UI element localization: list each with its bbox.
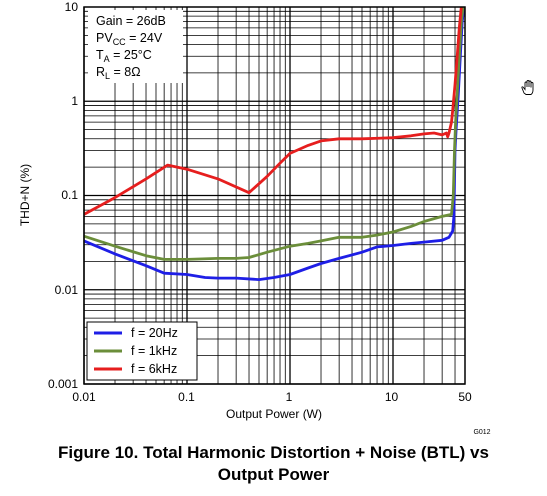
x-tick-labels: 0.01 0.1 1 10 50 [72,390,472,404]
legend-label-1khz: f = 1kHz [131,344,177,358]
figure-code: G012 [473,429,490,436]
condition-gain: Gain = 26dB [96,14,166,28]
y-tick-labels: 0.001 0.01 0.1 1 10 [48,0,78,391]
y-tick-label: 0.1 [61,188,78,202]
condition-pvcc: PVCC = 24V [96,31,163,47]
series-line-6khz [83,6,463,216]
series-layer [83,6,466,282]
figure-caption: Figure 10. Total Harmonic Distortion + N… [0,442,547,486]
y-tick-label: 1 [71,94,78,108]
series-line-1khz [83,6,465,261]
y-tick-label: 10 [65,0,79,14]
y-tick-label: 0.001 [48,377,78,391]
hand-cursor-icon [521,80,534,95]
conditions-box [88,10,183,83]
y-axis-label: THD+N (%) [18,164,32,226]
condition-ta: TA = 25°C [96,48,152,64]
x-tick-label: 0.01 [72,390,96,404]
x-tick-label: 1 [286,390,293,404]
thd-chart: Gain = 26dB PVCC = 24V TA = 25°C RL = 8Ω… [18,0,534,436]
legend-label-6khz: f = 6kHz [131,362,177,376]
caption-line-1: Figure 10. Total Harmonic Distortion + N… [58,443,489,462]
x-tick-label: 0.1 [178,390,195,404]
condition-rl: RL = 8Ω [96,65,141,81]
y-tick-label: 0.01 [55,283,79,297]
plot-frame [83,6,466,385]
legend-label-20hz: f = 20Hz [131,326,178,340]
caption-line-2: Output Power [217,465,330,484]
x-tick-label: 10 [385,390,399,404]
x-axis-label: Output Power (W) [226,407,322,421]
x-tick-label: 50 [458,390,472,404]
